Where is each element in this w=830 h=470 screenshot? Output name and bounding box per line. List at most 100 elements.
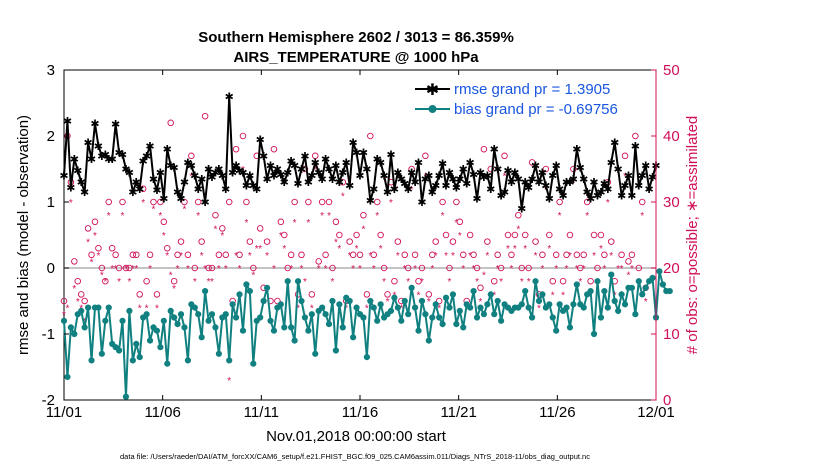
rmse-point: ✱ <box>404 184 413 196</box>
bias-point <box>656 268 663 275</box>
obs-possible-point <box>432 238 439 245</box>
rmse-point: ✱ <box>183 157 192 169</box>
bias-point <box>628 284 636 291</box>
obs-possible-point <box>318 198 326 206</box>
rmse-point: ✱ <box>207 172 216 184</box>
obs-possible-point <box>102 277 109 285</box>
obs-possible-point <box>98 264 106 272</box>
rmse-point: ✱ <box>603 184 612 196</box>
bias-point <box>226 357 233 364</box>
obs-possible-point <box>274 297 281 305</box>
bias-point <box>635 278 642 285</box>
obs-possible-point <box>225 198 233 206</box>
y2-axis-label: # of obs: o=possible; ∗=assimilated <box>684 116 701 355</box>
rmse-point: ✱ <box>369 184 378 196</box>
rmse-point: ✱ <box>593 190 602 202</box>
rmse-point: ✱ <box>400 179 409 191</box>
y-tick-label: 2 <box>47 128 55 145</box>
plot-area <box>63 69 657 401</box>
rmse-point: ✱ <box>610 138 619 150</box>
rmse-point: ✱ <box>90 118 99 130</box>
obs-possible-point <box>532 238 539 245</box>
obs-assimilated-point: * <box>358 264 362 275</box>
y-tick-label: 1 <box>47 194 55 211</box>
obs-assimilated-point: * <box>630 264 634 275</box>
obs-assimilated-point: * <box>351 264 355 275</box>
rmse-point: ✱ <box>476 167 485 179</box>
rmse-point: ✱ <box>80 187 89 199</box>
rmse-point: ✱ <box>534 177 543 189</box>
obs-possible-point <box>133 251 140 259</box>
obs-assimilated-point: * <box>244 218 248 229</box>
obs-assimilated-point: * <box>145 304 149 315</box>
obs-possible-point <box>625 258 632 265</box>
bias-point <box>456 307 463 314</box>
obs-possible-point <box>484 238 491 245</box>
rmse-point: ✱ <box>225 91 234 103</box>
obs-possible-point <box>108 244 116 252</box>
obs-possible-point <box>194 198 202 206</box>
obs-possible-point <box>119 198 126 206</box>
obs-assimilated-point: * <box>196 211 200 222</box>
obs-assimilated-point: * <box>616 264 620 275</box>
bias-point <box>195 311 202 318</box>
rmse-point: ✱ <box>121 164 130 176</box>
rmse-point: ✱ <box>262 174 271 186</box>
rmse-point: ✱ <box>569 174 578 186</box>
bias-point <box>642 284 649 291</box>
rmse-point: ✱ <box>70 154 79 166</box>
rmse-point: ✱ <box>290 161 299 173</box>
bias-point <box>164 360 171 367</box>
obs-assimilated-point: * <box>382 277 386 288</box>
rmse-point: ✱ <box>242 181 251 193</box>
bias-point <box>260 297 267 305</box>
bias-point <box>615 307 622 314</box>
obs-possible-point <box>157 198 164 206</box>
rmse-point: ✱ <box>77 177 86 189</box>
obs-assimilated-point: * <box>551 290 555 301</box>
rmse-point: ✱ <box>311 157 320 169</box>
obs-assimilated-point: * <box>602 264 606 275</box>
obs-possible-point <box>470 251 477 259</box>
rmse-point: ✱ <box>548 171 557 183</box>
obs-assimilated-point: * <box>169 271 173 282</box>
bias-point <box>528 314 536 321</box>
obs-possible-point <box>291 198 298 206</box>
obs-assimilated-point: * <box>406 277 410 288</box>
obs-possible-point <box>494 251 501 259</box>
obs-possible-point <box>191 264 199 272</box>
rmse-point: ✱ <box>600 179 609 191</box>
bias-point <box>477 304 484 311</box>
obs-possible-point <box>256 225 264 232</box>
bias-point <box>525 304 532 311</box>
rmse-point: ✱ <box>163 144 172 156</box>
rmse-point: ✱ <box>503 165 512 177</box>
bias-point <box>439 321 446 328</box>
obs-possible-point <box>566 231 574 239</box>
obs-possible-point <box>546 231 553 239</box>
bias-point <box>498 317 505 324</box>
rmse-point: ✱ <box>108 154 117 166</box>
obs-assimilated-point: * <box>434 251 438 262</box>
rmse-point: ✱ <box>441 181 450 193</box>
obs-assimilated-point: * <box>76 297 80 308</box>
obs-assimilated-point: * <box>217 264 221 275</box>
rmse-point: ✱ <box>321 154 330 166</box>
obs-assimilated-point: * <box>117 277 121 288</box>
obs-assimilated-point: * <box>413 264 417 275</box>
obs-assimilated-point: * <box>509 264 513 275</box>
rmse-point: ✱ <box>273 164 282 176</box>
bias-point <box>119 317 126 324</box>
rmse-point: ✱ <box>641 161 650 173</box>
bias-point <box>325 321 333 328</box>
bias-point <box>122 393 130 400</box>
obs-possible-point <box>453 198 460 206</box>
obs-assimilated-point: * <box>485 251 489 262</box>
bias-point <box>649 274 656 281</box>
obs-assimilated-point: * <box>544 185 548 196</box>
obs-assimilated-point: * <box>220 231 224 242</box>
obs-possible-point <box>91 218 99 226</box>
bias-point <box>363 354 370 361</box>
rmse-point: ✱ <box>514 174 523 186</box>
bias-point <box>611 297 618 305</box>
